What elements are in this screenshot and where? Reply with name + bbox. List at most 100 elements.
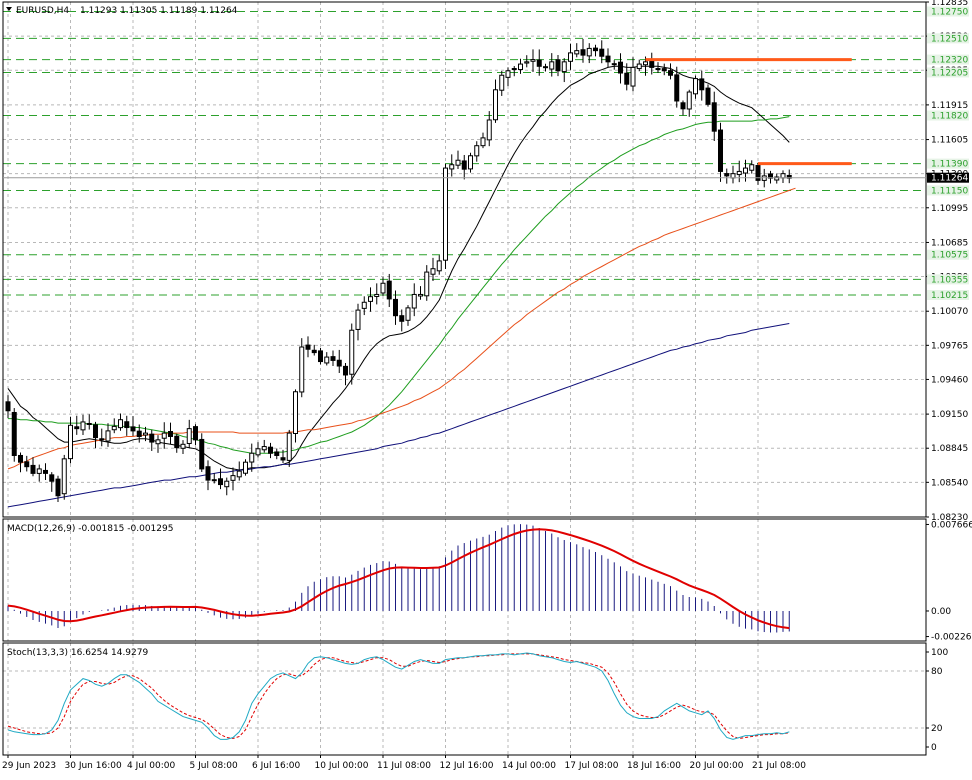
- level-label: 1.11150: [931, 186, 968, 196]
- time-tick-label: 12 Jul 16:00: [440, 761, 494, 771]
- candle-body: [668, 70, 673, 76]
- candle: [86, 414, 92, 430]
- stoch-tick-label: 100: [931, 648, 948, 658]
- price-tick-label: 1.09765: [931, 341, 968, 351]
- candle: [480, 132, 486, 149]
- candle: [80, 414, 86, 436]
- candle-body: [611, 63, 617, 66]
- candle: [555, 55, 561, 77]
- macd-tick-label: 0.00: [931, 607, 951, 617]
- candle-body: [674, 74, 680, 102]
- level-label-bg: [927, 67, 969, 78]
- price-tick-label: 1.12835: [931, 0, 968, 8]
- price-tick-label: 1.09150: [931, 410, 968, 420]
- time-tick-label: 30 Jun 16:00: [65, 761, 122, 771]
- candle: [274, 448, 280, 460]
- candle-body: [780, 173, 786, 179]
- candle: [336, 349, 342, 373]
- candle: [168, 422, 173, 445]
- candle-body: [549, 61, 555, 70]
- macd-header: MACD(12,26,9) -0.001815 -0.001295: [7, 524, 173, 534]
- candle: [293, 389, 298, 443]
- candle-body: [161, 432, 167, 439]
- candle-body: [743, 167, 748, 174]
- stoch-tick-label: 0: [931, 743, 937, 753]
- candle: [455, 150, 461, 170]
- candle-body: [718, 129, 723, 172]
- candle: [361, 296, 367, 316]
- candle-body: [643, 61, 648, 66]
- candle-body: [368, 296, 373, 302]
- candle: [605, 48, 611, 68]
- time-tick-label: 14 Jul 00:00: [502, 761, 556, 771]
- candle-body: [505, 70, 511, 78]
- candle: [249, 443, 255, 472]
- candle-body: [211, 479, 217, 482]
- price-tick-label: 1.10070: [931, 307, 968, 317]
- level-label-bg: [927, 274, 969, 285]
- candle-body: [499, 74, 505, 91]
- candle: [674, 66, 680, 108]
- time-tick-label: 6 Jul 16:00: [252, 761, 301, 771]
- symbol-label: EURUSD,H4: [16, 6, 69, 16]
- time-tick-label: 5 Jul 08:00: [190, 761, 239, 771]
- level-label-bg: [927, 33, 969, 44]
- candle: [580, 38, 586, 63]
- time-tick-label: 21 Jul 08:00: [752, 761, 806, 771]
- candle: [418, 286, 423, 300]
- macd-panel: [7, 524, 790, 633]
- candle-body: [655, 68, 661, 71]
- candle-body: [218, 478, 223, 486]
- candle: [61, 454, 67, 500]
- candle-body: [524, 61, 530, 64]
- level-label: 1.12320: [931, 56, 968, 66]
- candle: [711, 91, 717, 141]
- candle-body: [236, 470, 242, 478]
- candle: [243, 459, 248, 476]
- ohlc-values: 1.11293 1.11305 1.11189 1.11264: [80, 6, 238, 16]
- current-price-box: [927, 172, 969, 183]
- ma-long-line: [7, 323, 790, 508]
- candle: [755, 162, 761, 185]
- candle: [443, 163, 448, 270]
- candle-body: [99, 438, 105, 441]
- candle: [543, 63, 548, 72]
- candle: [693, 75, 698, 99]
- price-tick-label: 1.08540: [931, 478, 968, 488]
- triangle-down-icon[interactable]: [6, 7, 12, 11]
- candle: [5, 395, 11, 419]
- candle: [449, 154, 455, 177]
- price-tick-label: 1.11915: [931, 101, 968, 111]
- candle: [149, 429, 155, 451]
- candle-body: [180, 443, 186, 449]
- candle-body: [749, 164, 755, 171]
- candle-body: [624, 72, 630, 85]
- candle: [574, 43, 580, 58]
- candle: [618, 53, 623, 84]
- candle: [505, 67, 511, 87]
- candle-body: [399, 315, 405, 322]
- candle: [568, 43, 573, 70]
- candle: [586, 43, 592, 64]
- candle-body: [449, 164, 455, 170]
- candle: [499, 71, 505, 96]
- candle: [261, 439, 267, 453]
- price-tick-label: 1.10995: [931, 204, 968, 214]
- price-axis: 1.128351.125301.122251.119151.116051.113…: [3, 0, 969, 523]
- price-panel-header: EURUSD,H4 1.11293 1.11305 1.11189 1.1126…: [6, 6, 238, 16]
- candle: [624, 63, 630, 91]
- candle-body: [561, 61, 567, 73]
- candle-body: [18, 454, 23, 463]
- candle: [380, 277, 386, 296]
- candle: [199, 433, 205, 472]
- level-label: 1.10355: [931, 275, 968, 285]
- candle: [718, 122, 723, 182]
- candle: [268, 442, 273, 459]
- candle: [549, 53, 555, 77]
- stoch-panel-frame: [2, 642, 927, 756]
- level-label-bg: [927, 185, 969, 196]
- candle-body: [155, 439, 161, 445]
- candle: [680, 100, 686, 116]
- candle-body: [599, 48, 605, 57]
- candle: [324, 352, 330, 366]
